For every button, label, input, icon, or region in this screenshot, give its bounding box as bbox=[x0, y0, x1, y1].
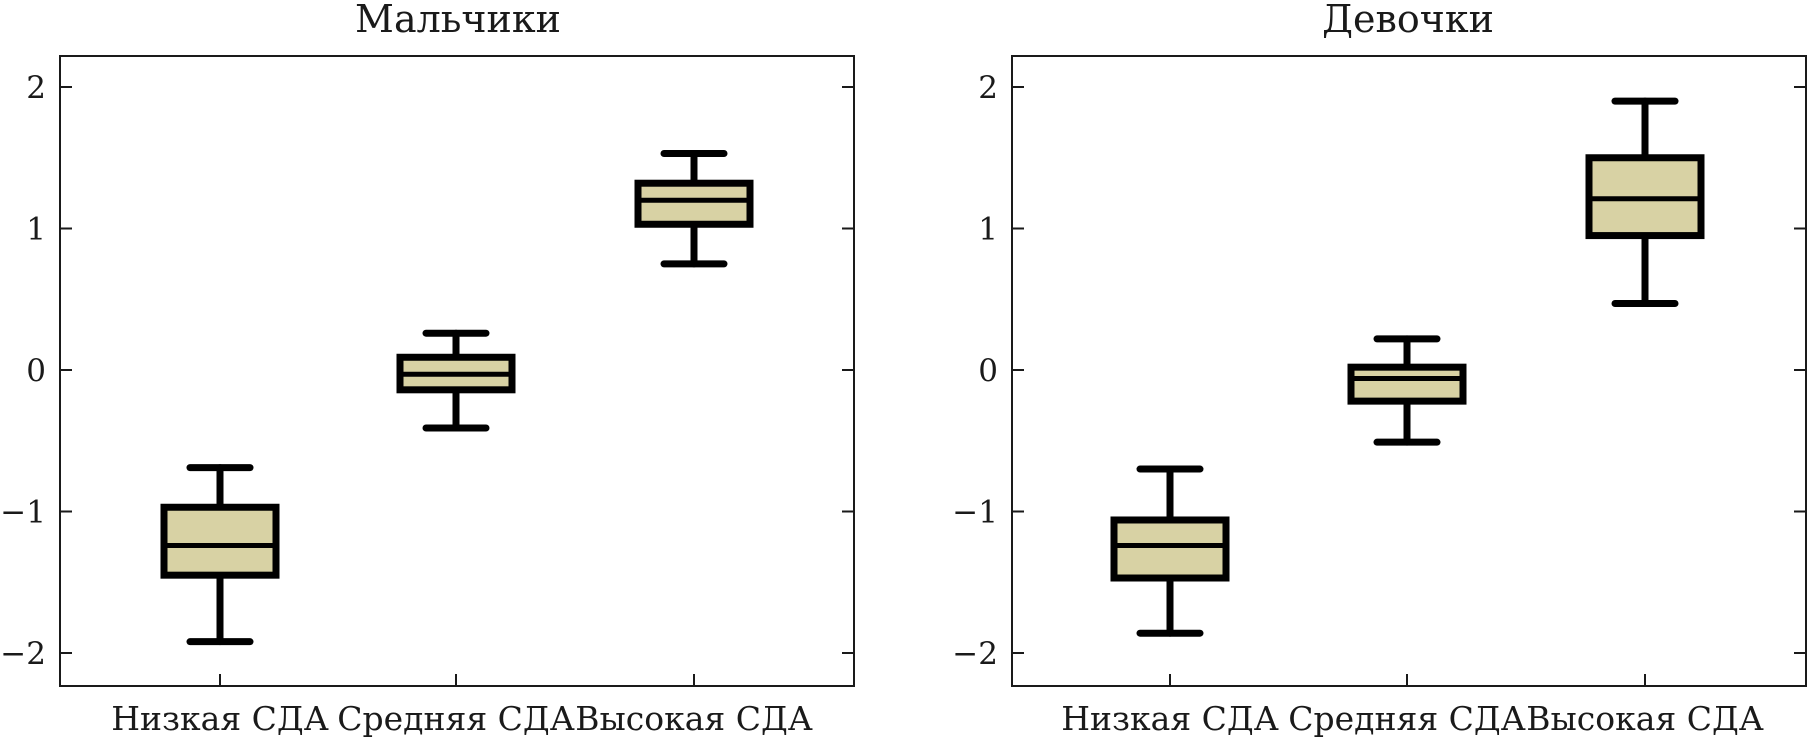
y-tick-label: −1 bbox=[952, 495, 998, 531]
box-plot bbox=[160, 464, 280, 646]
x-tick-label: Низкая СДА bbox=[1061, 699, 1278, 738]
box-plot bbox=[1585, 97, 1705, 307]
y-tick-label: 0 bbox=[978, 353, 998, 389]
y-tick-label: −2 bbox=[0, 636, 46, 672]
box-plot bbox=[1110, 465, 1230, 637]
y-tick-label: 1 bbox=[978, 212, 998, 248]
x-tick-label: Низкая СДА bbox=[111, 699, 328, 738]
iqr-box bbox=[634, 179, 754, 228]
x-tick-label: Средняя СДА bbox=[1288, 699, 1525, 738]
box-plot bbox=[396, 329, 516, 432]
chart-panel-boys: Мальчики 2 1 0 −1 −2 Низкая СДА Средняя СДА Вы… bbox=[0, 0, 855, 738]
y-tick-label: 2 bbox=[978, 70, 998, 106]
chart-title: Девочки bbox=[1322, 0, 1494, 41]
box-plot bbox=[634, 150, 754, 268]
box-plot bbox=[1347, 335, 1467, 446]
y-tick-label: −1 bbox=[0, 495, 46, 531]
chart-title: Мальчики bbox=[355, 0, 561, 41]
x-tick-label: Высокая СДА bbox=[575, 699, 813, 738]
iqr-box bbox=[1110, 516, 1230, 582]
chart-panel-girls: Девочки 2 1 0 −1 −2 Низкая СДА Средняя СДА Выс… bbox=[952, 0, 1807, 738]
y-tick-label: 0 bbox=[26, 353, 46, 389]
y-tick-label: 1 bbox=[26, 212, 46, 248]
iqr-box bbox=[160, 503, 280, 579]
y-tick-label: −2 bbox=[952, 636, 998, 672]
x-tick-label: Средняя СДА bbox=[337, 699, 574, 738]
y-tick-label: 2 bbox=[26, 70, 46, 106]
iqr-box bbox=[1347, 363, 1467, 405]
x-tick-label: Высокая СДА bbox=[1526, 699, 1764, 738]
